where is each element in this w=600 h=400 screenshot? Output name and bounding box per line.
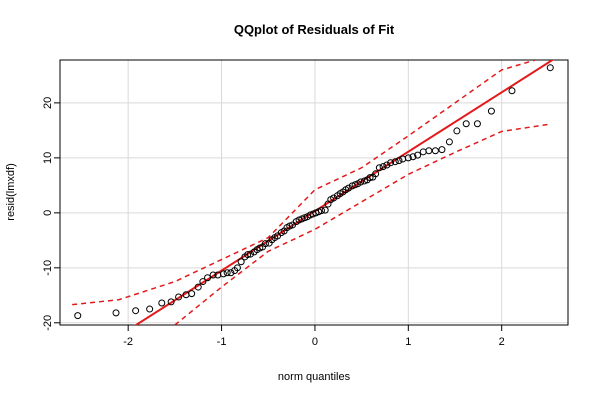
- point: [462, 120, 470, 128]
- point: [237, 258, 245, 266]
- point: [223, 269, 231, 277]
- point: [188, 290, 196, 298]
- point: [321, 206, 329, 214]
- point: [227, 269, 235, 277]
- point: [158, 299, 166, 307]
- y-tick-label: 0: [42, 210, 54, 216]
- point: [375, 164, 383, 172]
- x-tick-label: -2: [123, 336, 133, 348]
- point: [345, 184, 353, 192]
- x-axis-label: norm quantiles: [278, 371, 351, 383]
- point: [317, 207, 325, 215]
- point: [261, 240, 269, 248]
- point: [414, 151, 422, 159]
- point: [366, 174, 374, 182]
- x-tick-label: 0: [312, 336, 318, 348]
- point: [387, 159, 395, 167]
- x-tick-label: 2: [499, 336, 505, 348]
- point: [404, 154, 412, 162]
- point: [438, 146, 446, 154]
- point: [473, 120, 481, 128]
- point: [419, 148, 427, 156]
- point: [167, 298, 175, 306]
- point: [508, 87, 516, 95]
- y-axis-label: resid(lmxdf): [5, 163, 17, 220]
- x-tick-label: 1: [405, 336, 411, 348]
- point: [330, 194, 338, 202]
- x-tick-label: -1: [217, 336, 227, 348]
- y-tick-label: -20: [42, 315, 54, 331]
- point: [399, 155, 407, 163]
- point: [391, 158, 399, 166]
- point: [379, 163, 387, 171]
- point: [395, 157, 403, 165]
- plot-area: [72, 60, 555, 325]
- confidence-band: [174, 123, 549, 325]
- point: [372, 170, 380, 178]
- point: [244, 251, 252, 259]
- point: [409, 153, 417, 161]
- point: [357, 178, 365, 186]
- point: [425, 147, 433, 155]
- point: [219, 270, 227, 278]
- point: [199, 278, 207, 286]
- point: [74, 312, 82, 320]
- point: [383, 161, 391, 169]
- point: [146, 305, 154, 313]
- point: [431, 147, 439, 155]
- plot-frame: [59, 59, 569, 326]
- y-tick-label: 10: [42, 152, 54, 164]
- point: [453, 127, 461, 135]
- point: [194, 283, 202, 291]
- point: [175, 293, 183, 301]
- point: [112, 309, 120, 317]
- y-tick-label: 20: [42, 97, 54, 109]
- point: [132, 307, 140, 315]
- y-tick-label: -10: [42, 260, 54, 276]
- point: [209, 271, 217, 279]
- point: [204, 274, 212, 282]
- point: [445, 138, 453, 146]
- point: [487, 107, 495, 115]
- point: [546, 64, 554, 72]
- chart-title: QQplot of Residuals of Fit: [234, 22, 395, 37]
- point: [247, 250, 254, 258]
- point: [233, 264, 241, 272]
- reference-line: [134, 60, 555, 325]
- confidence-band: [72, 60, 536, 306]
